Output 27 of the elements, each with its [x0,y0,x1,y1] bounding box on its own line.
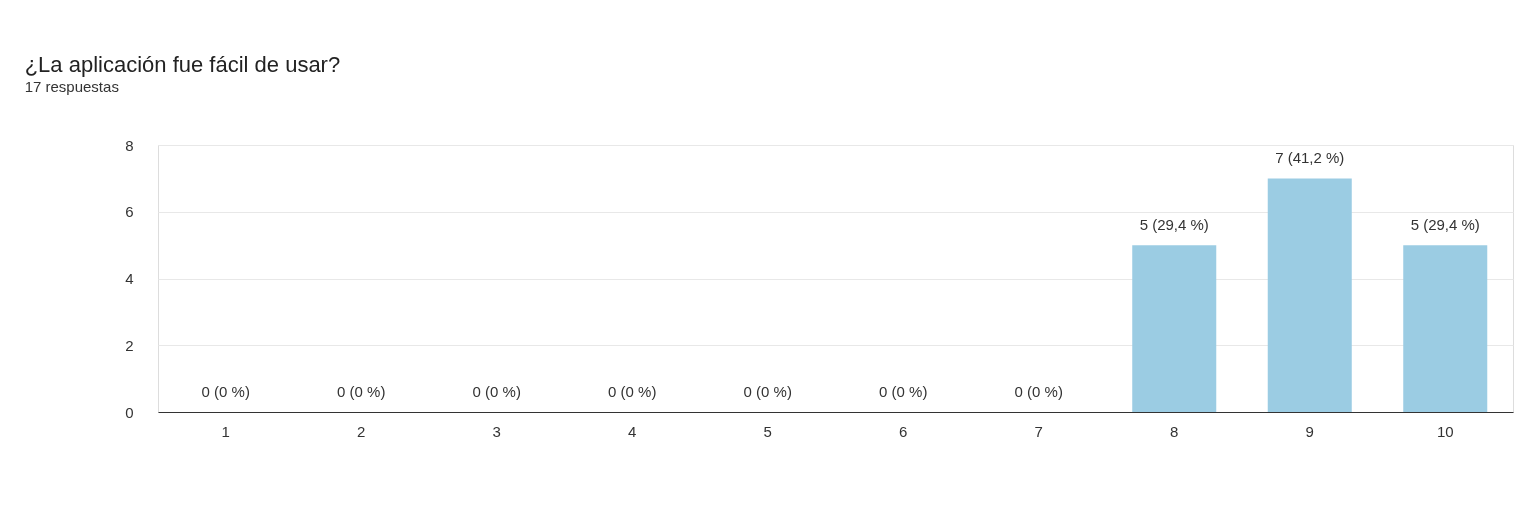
x-tick-label: 3 [492,422,501,440]
x-tick-label: 6 [899,422,908,440]
chart-subtitle: 17 respuestas [24,78,119,95]
y-tick-label: 6 [125,203,134,221]
x-tick-label: 7 [1034,422,1043,440]
x-tick-label: 9 [1305,422,1314,440]
data-label: 0 (0 %) [201,383,250,400]
data-label: 0 (0 %) [879,383,928,400]
data-label: 5 (29,4 %) [1410,216,1480,234]
y-tick-label: 8 [125,136,134,154]
y-tick-label: 0 [125,403,134,421]
data-label: 0 (0 %) [608,383,657,400]
x-tick-label: 2 [357,422,366,440]
y-tick-label: 2 [125,336,134,354]
data-label: 0 (0 %) [472,383,521,400]
x-tick-label: 5 [763,422,772,440]
x-tick-label: 4 [628,422,637,440]
chart-title: ¿La aplicación fue fácil de usar? [24,52,341,77]
data-label: 0 (0 %) [1014,383,1063,400]
data-label: 0 (0 %) [337,383,386,400]
x-tick-label: 10 [1436,422,1454,440]
data-label: 0 (0 %) [743,383,792,400]
data-label: 7 (41,2 %) [1275,149,1345,167]
y-tick-label: 4 [125,270,134,287]
data-label: 5 (29,4 %) [1139,216,1209,234]
x-tick-label: 1 [221,422,230,440]
x-tick-label: 8 [1170,422,1179,440]
